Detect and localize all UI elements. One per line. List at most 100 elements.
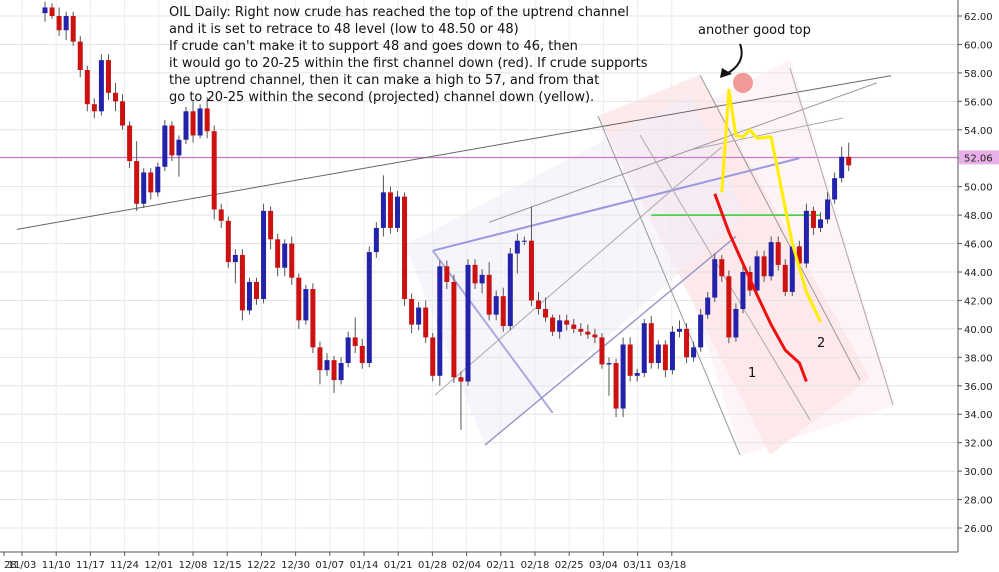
- x-tick-label: 03/18: [657, 560, 686, 571]
- candle-body: [310, 289, 316, 348]
- candle-body: [289, 243, 295, 278]
- y-tick-label: 26.00: [964, 524, 993, 535]
- note-line-5: the uptrend channel, then it can make a …: [169, 73, 599, 88]
- candle-body: [77, 41, 83, 71]
- top-circle-marker: [732, 72, 753, 93]
- candle-body: [662, 344, 668, 371]
- candle-body: [712, 259, 718, 298]
- candle-body: [641, 323, 647, 373]
- candle-body: [705, 297, 711, 315]
- current-price-box: [959, 150, 999, 165]
- y-tick-label: 40.00: [964, 325, 993, 336]
- candle-body: [578, 328, 584, 332]
- x-tick-label: 01/28: [418, 560, 447, 571]
- candle-body: [91, 104, 97, 112]
- candle-body: [105, 60, 111, 93]
- candle-body: [395, 196, 400, 228]
- analysis-note: OIL Daily: Right now crude has reached t…: [169, 5, 648, 105]
- candle-body: [655, 344, 661, 364]
- candle-body: [282, 243, 288, 268]
- x-tick-label: 03/04: [589, 560, 618, 571]
- candle-body: [451, 281, 457, 378]
- note-line-4: it would go to 20-25 within the first ch…: [169, 56, 648, 71]
- candle-body: [493, 296, 499, 315]
- y-tick-label: 36.00: [964, 382, 993, 393]
- x-tick-label: 12/08: [179, 560, 208, 571]
- candle-body: [387, 192, 393, 228]
- x-tick-label: 11/24: [110, 560, 139, 571]
- candle-body: [430, 337, 436, 376]
- candle-body: [423, 307, 429, 338]
- candle-body: [331, 360, 337, 381]
- projection-paths: [713, 88, 822, 383]
- candle-body: [63, 16, 69, 31]
- down-channel-2-left: [639, 134, 811, 421]
- candle-body: [345, 337, 351, 364]
- x-tick-label: 02/18: [521, 560, 550, 571]
- yellow-projection-path: [720, 88, 822, 323]
- candle-body: [437, 266, 443, 376]
- candle-body: [296, 277, 302, 321]
- candle-body: [486, 274, 492, 315]
- candle-body: [789, 246, 795, 292]
- candle-body: [825, 199, 831, 220]
- candle-body: [669, 331, 675, 371]
- another-good-top-label: another good top: [698, 23, 811, 38]
- candle-body: [190, 111, 196, 136]
- candle-body: [585, 331, 591, 335]
- note-line-2: and it is set to retrace to 48 level (lo…: [169, 22, 519, 37]
- current-price-label: 52.06: [964, 153, 993, 164]
- candle-body: [775, 242, 781, 265]
- candle-body: [98, 60, 104, 112]
- candle-body: [338, 363, 344, 381]
- candle-body: [571, 324, 577, 329]
- candle-body: [246, 281, 252, 311]
- candle-body: [500, 296, 506, 327]
- x-tick-label: 12/22: [247, 560, 276, 571]
- y-tick-label: 48.00: [964, 211, 993, 222]
- candle-body: [839, 156, 845, 179]
- candle-body: [176, 139, 182, 156]
- candle-body: [373, 227, 379, 253]
- y-tick-label: 38.00: [964, 353, 993, 364]
- candle-body: [458, 377, 464, 382]
- candle-body: [169, 125, 175, 156]
- long-trend-line: [16, 75, 892, 230]
- channel-upper-line: [488, 82, 878, 223]
- candle-body: [409, 299, 415, 325]
- candle-body: [239, 254, 245, 311]
- y-tick-label: 34.00: [964, 410, 993, 421]
- candle-body: [359, 345, 365, 364]
- candle-body: [352, 337, 358, 346]
- candle-body: [754, 256, 760, 291]
- candle-body: [162, 125, 168, 167]
- candle-body: [521, 240, 527, 242]
- candle-body: [698, 314, 704, 348]
- red-projection-path: [713, 193, 808, 383]
- candle-body: [768, 242, 774, 277]
- x-tick-label: 11/03: [8, 560, 37, 571]
- candle-body: [134, 161, 140, 204]
- y-tick-label: 42.00: [964, 296, 993, 307]
- candle-body: [514, 240, 520, 254]
- candle-body: [846, 156, 852, 166]
- y-axis: 26.00 28.00 30.00 32.00 34.00 36.00 38.00 40.00…: [958, 12, 993, 535]
- candle-body: [479, 274, 485, 284]
- note-line-6: go to 20-25 within the second (projected…: [169, 90, 594, 105]
- candle-body: [324, 360, 330, 371]
- candle-body: [380, 192, 386, 228]
- candle-body: [761, 256, 767, 277]
- triangle-upper-line: [432, 157, 800, 252]
- x-tick-label: 12/30: [281, 560, 310, 571]
- overlay-lines: [16, 67, 894, 456]
- y-tick-label: 58.00: [964, 69, 993, 80]
- candle-body: [507, 253, 513, 327]
- candle-body: [56, 16, 62, 31]
- candle-body: [606, 363, 612, 365]
- x-tick-label: 02/04: [452, 560, 481, 571]
- down-channel-cross: [689, 117, 844, 151]
- candle-body: [141, 172, 147, 204]
- candle-body: [684, 328, 690, 358]
- candle-body: [733, 308, 739, 338]
- x-tick-label: 28: [4, 560, 17, 571]
